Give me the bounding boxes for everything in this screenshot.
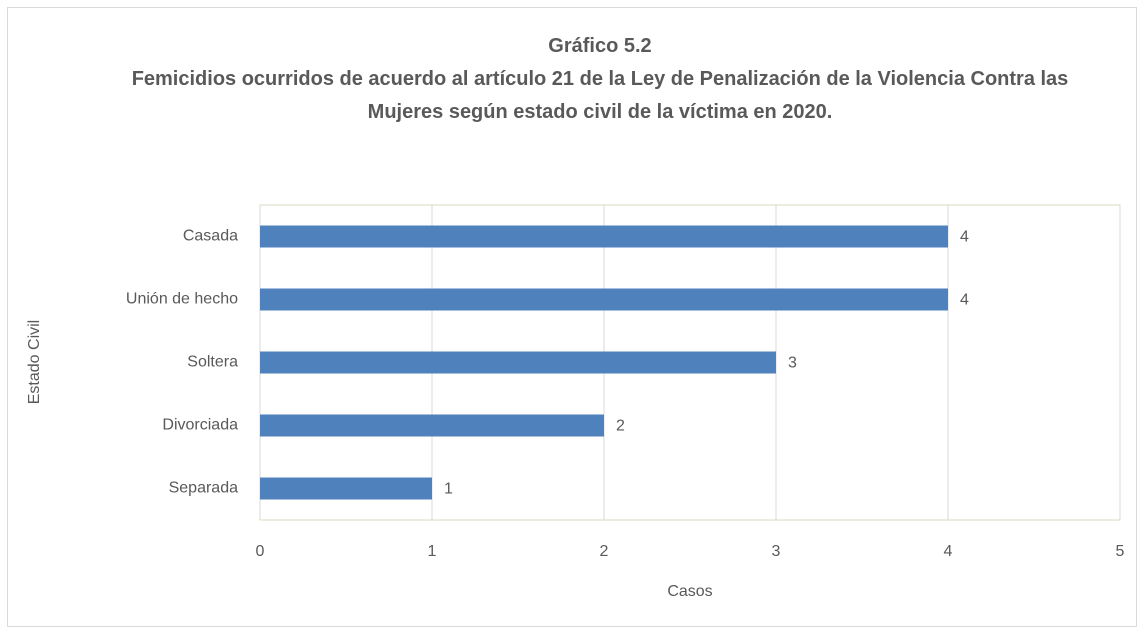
data-label: 2 xyxy=(616,418,625,435)
bar xyxy=(260,225,948,248)
y-tick-label: Unión de hecho xyxy=(126,291,238,308)
y-axis-label: Estado Civil xyxy=(26,320,43,404)
y-tick-label: Separada xyxy=(169,480,238,497)
x-tick-label: 2 xyxy=(600,543,609,560)
x-axis-label: Casos xyxy=(667,583,712,600)
x-tick-label: 0 xyxy=(256,543,265,560)
x-tick-label: 5 xyxy=(1116,543,1125,560)
data-label: 1 xyxy=(444,481,453,498)
chart-subtitle: Femicidios ocurridos de acuerdo al artíc… xyxy=(131,68,1069,123)
bar xyxy=(260,288,948,311)
bar xyxy=(260,351,776,374)
bar xyxy=(260,477,432,500)
y-tick-label: Soltera xyxy=(187,354,238,371)
x-tick-label: 1 xyxy=(428,543,437,560)
data-label: 3 xyxy=(788,355,797,372)
chart-title: Gráfico 5.2 xyxy=(548,35,652,57)
data-label: 4 xyxy=(960,229,969,246)
x-tick-label: 3 xyxy=(772,543,781,560)
y-tick-label: Divorciada xyxy=(162,417,238,434)
data-label: 4 xyxy=(960,292,969,309)
x-tick-label: 4 xyxy=(944,543,953,560)
y-tick-label: Casada xyxy=(183,228,238,245)
bar xyxy=(260,414,604,437)
